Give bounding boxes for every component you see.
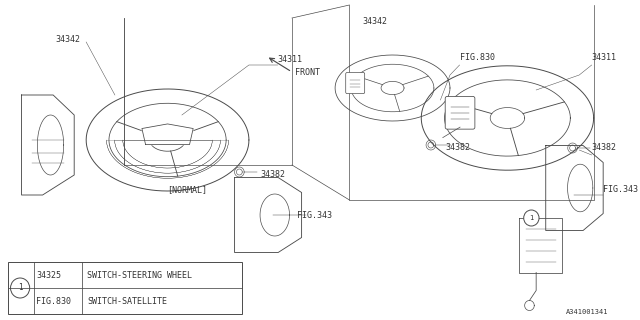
Text: 1: 1	[18, 284, 22, 292]
FancyBboxPatch shape	[445, 96, 475, 129]
Text: SWITCH-STEERING WHEEL: SWITCH-STEERING WHEEL	[87, 270, 192, 279]
Text: 34342: 34342	[56, 35, 81, 44]
Text: FIG.343: FIG.343	[603, 185, 638, 194]
Circle shape	[524, 210, 539, 226]
Text: 34311: 34311	[278, 55, 303, 64]
Text: 34382: 34382	[445, 143, 470, 152]
Text: FIG.830: FIG.830	[460, 53, 495, 62]
FancyBboxPatch shape	[346, 72, 365, 94]
Text: 34342: 34342	[362, 17, 387, 26]
Bar	[8, 262, 242, 314]
Text: [NORMAL]: [NORMAL]	[168, 185, 207, 194]
Text: 34325: 34325	[36, 270, 61, 279]
Text: 34382: 34382	[592, 143, 617, 152]
Text: FIG.830: FIG.830	[36, 297, 72, 306]
Text: 1: 1	[529, 215, 534, 221]
Text: FIG.343: FIG.343	[297, 211, 332, 220]
Text: 34311: 34311	[592, 53, 617, 62]
Circle shape	[10, 278, 29, 298]
Text: 34382: 34382	[260, 170, 285, 179]
Text: A341001341: A341001341	[566, 309, 608, 315]
Text: SWITCH-SATELLITE: SWITCH-SATELLITE	[87, 297, 167, 306]
Polygon shape	[142, 124, 193, 145]
Text: FRONT: FRONT	[295, 68, 320, 76]
